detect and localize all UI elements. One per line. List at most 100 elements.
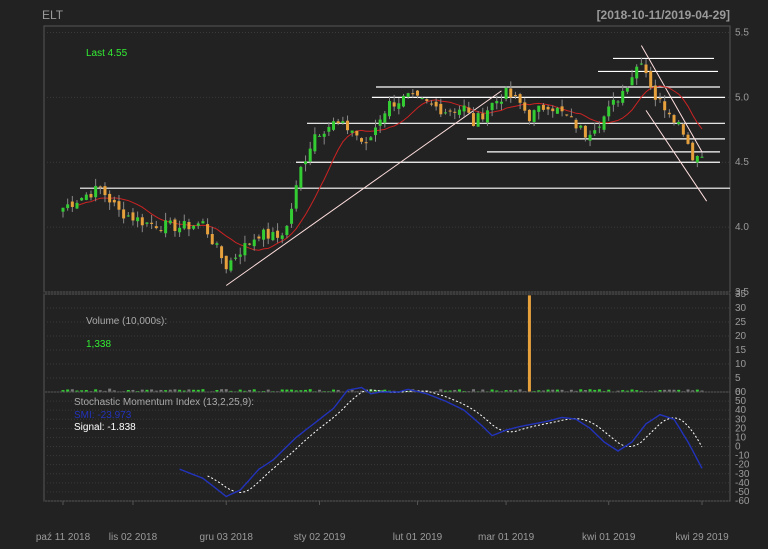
candle-body [75, 202, 79, 209]
volume-bar [635, 390, 639, 392]
candle-body [131, 212, 135, 221]
candle-body [112, 199, 116, 203]
volume-bar [695, 389, 699, 392]
volume-bar [457, 389, 461, 392]
candle-body [518, 94, 522, 103]
volume-bar [481, 389, 485, 392]
date-range-title: [2018-10-11/2019-04-29] [597, 8, 730, 22]
volume-bar [108, 388, 112, 392]
candle-body [94, 185, 98, 198]
candle-body [378, 119, 382, 126]
candle-body [173, 219, 177, 231]
candle-body [621, 90, 625, 103]
volume-bar [66, 389, 70, 392]
candle-body [304, 161, 308, 165]
volume-bar [248, 389, 252, 392]
y-tick-label: -50 [735, 487, 750, 498]
candle-body [355, 130, 359, 136]
volume-bar [103, 390, 107, 392]
y-tick-label: -30 [735, 469, 750, 480]
candle-body [168, 220, 172, 224]
volume-bar [294, 390, 298, 392]
y-tick-label: 5.0 [735, 92, 749, 103]
candle-body [66, 204, 70, 209]
candle-body [546, 106, 550, 110]
volume-bar [154, 390, 158, 392]
candle-body [332, 121, 336, 130]
volume-bar [168, 389, 172, 392]
y-tick-label: -60 [735, 496, 750, 507]
candle-body [695, 156, 699, 163]
volume-bar [546, 389, 550, 392]
y-tick-label: 4.5 [735, 157, 749, 168]
candle-body [467, 107, 471, 113]
volume-bar [215, 389, 219, 392]
y-tick-label: -40 [735, 478, 750, 489]
candle-body [429, 103, 433, 105]
candle-body [117, 201, 121, 210]
candle-body [248, 243, 252, 245]
candle-body [182, 221, 186, 229]
y-tick-label: 15 [735, 345, 747, 356]
volume-bar [126, 389, 130, 392]
candle-body [537, 105, 541, 112]
volume-bar [490, 389, 494, 392]
x-axis: paź 11 2018 lis 02 2018 gru 03 2018 sty 02 … [36, 501, 729, 543]
candle-body [187, 222, 191, 230]
candle-body [140, 217, 144, 226]
candle-body [374, 127, 378, 136]
candle-body [635, 66, 639, 79]
volume-bar [509, 389, 513, 392]
candle-body [327, 126, 331, 132]
candle-body [663, 101, 667, 111]
volume-bar [84, 390, 88, 392]
candle-body [80, 197, 84, 201]
candle-body [145, 222, 149, 224]
volume-bar [504, 390, 508, 392]
volume-bar [541, 390, 545, 392]
candle-body [383, 113, 387, 123]
volume-bar [374, 390, 378, 392]
volume-bar [607, 389, 611, 392]
candle-body [89, 193, 93, 198]
candle-body [523, 102, 527, 111]
candle-body [276, 230, 280, 238]
candle-body [61, 207, 65, 212]
candle-body [499, 101, 503, 104]
volume-bar [140, 389, 144, 392]
candle-body [681, 124, 685, 135]
candle-body [206, 224, 210, 235]
moving-average-line [76, 85, 703, 251]
volume-bar [569, 389, 573, 392]
candle-body [415, 90, 419, 96]
volume-bar [308, 389, 312, 392]
candle-body [602, 116, 606, 130]
candle-body [401, 95, 405, 107]
candle-body [583, 125, 587, 138]
x-tick-label: gru 03 2018 [200, 532, 254, 543]
candle-body [677, 121, 681, 125]
candle-body [229, 260, 233, 271]
volume-bar [196, 389, 200, 392]
volume-bar [350, 390, 354, 392]
candle-body [243, 243, 247, 256]
candle-body [392, 102, 396, 107]
volume-bar [224, 389, 228, 392]
candle-body [649, 71, 653, 88]
y-tick-label: 3.5 [735, 287, 749, 298]
candle-body [397, 103, 401, 109]
volume-bar [677, 389, 681, 392]
candle-body [686, 134, 690, 144]
candle-body [238, 254, 242, 257]
volume-bar [112, 390, 116, 392]
volume-bar [280, 389, 284, 392]
candle-body [313, 134, 317, 152]
x-tick-label: kwi 01 2019 [582, 532, 636, 543]
y-tick-label: 50 [735, 396, 747, 407]
x-tick-label: kwi 29 2019 [675, 532, 729, 543]
candle-body [84, 194, 88, 200]
volume-last-value: 1,338 [86, 339, 111, 350]
candle-body [625, 87, 629, 92]
x-tick-label: lis 02 2018 [109, 532, 158, 543]
